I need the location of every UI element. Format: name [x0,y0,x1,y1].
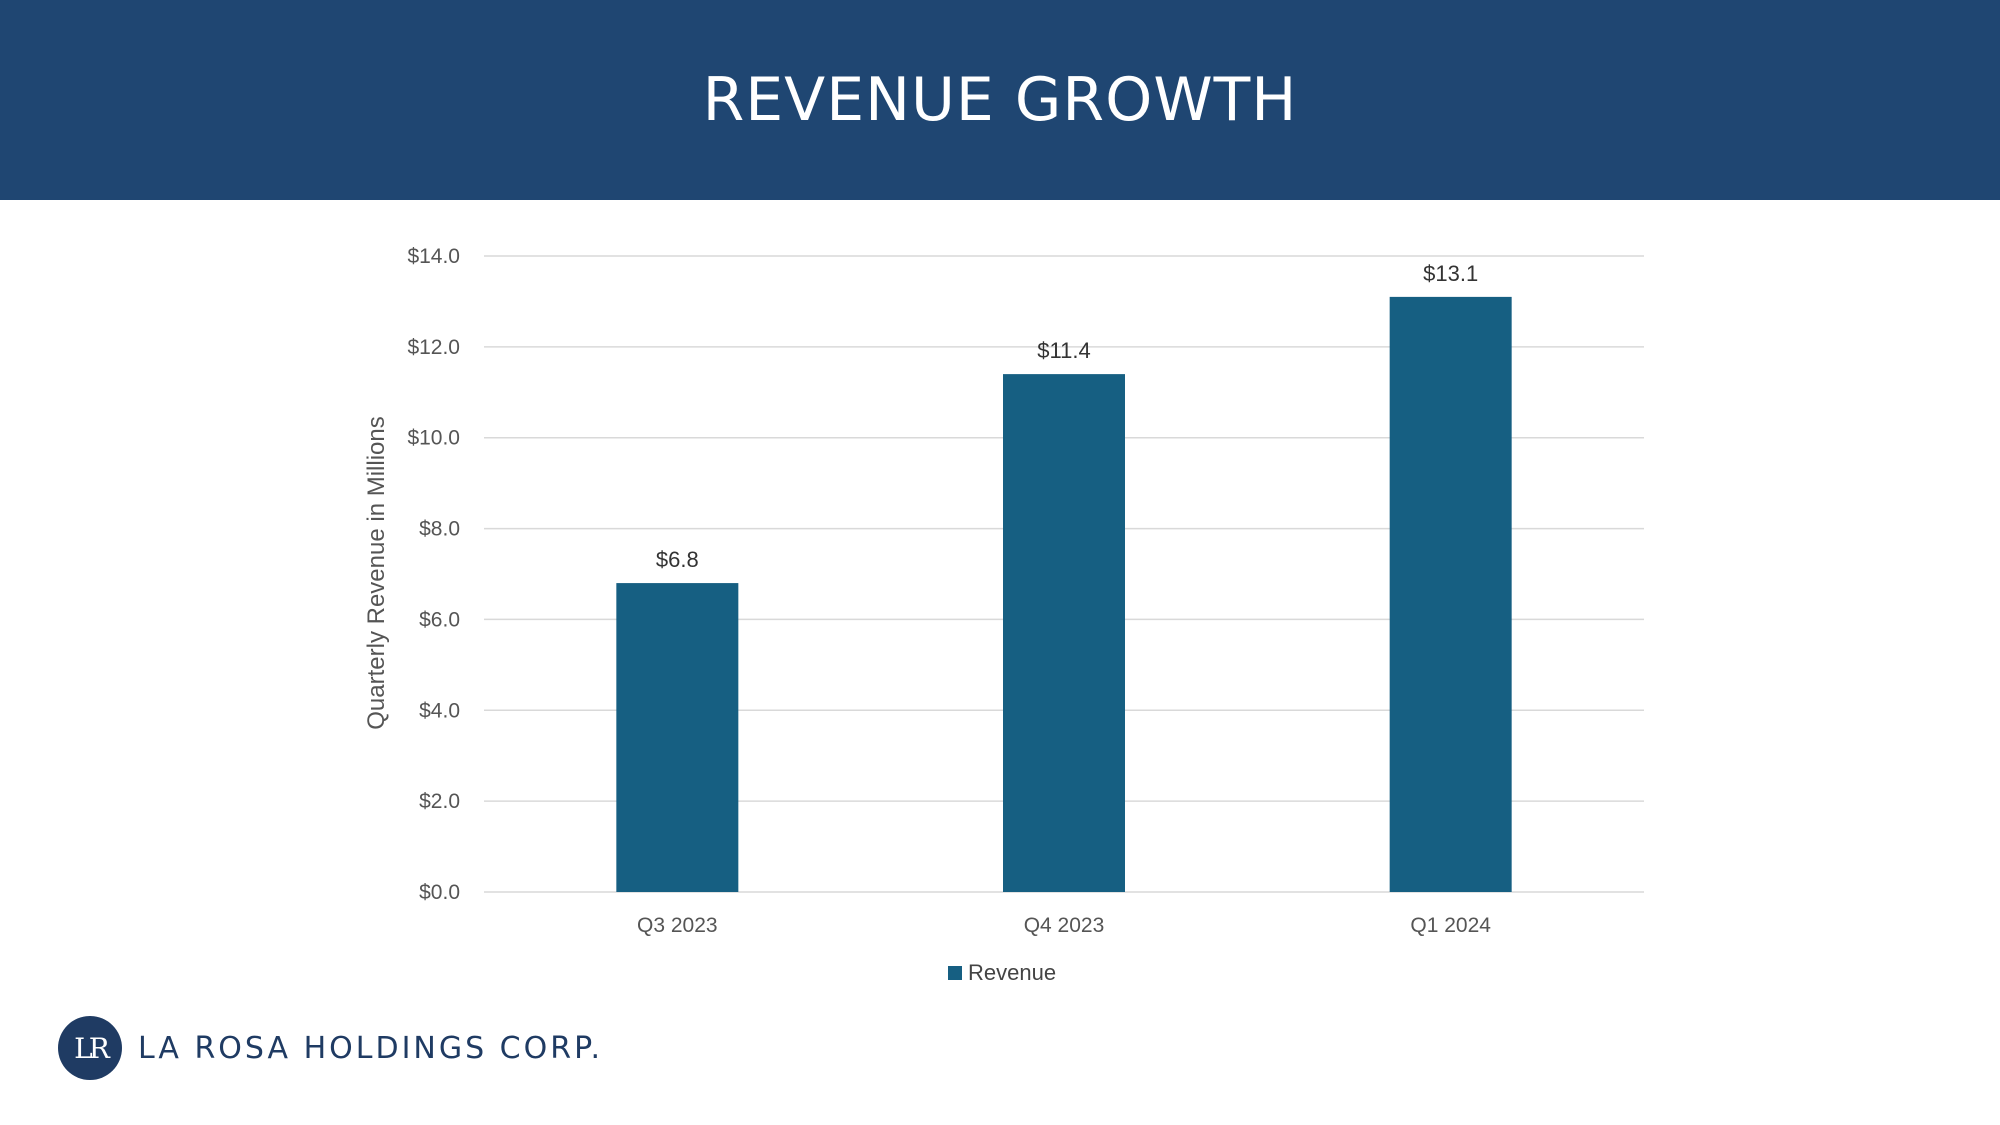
y-axis-ticks: $0.0 $2.0 $4.0 $6.0 $8.0 $10.0 $12.0 $14.0 [407,245,460,904]
x-tick-label: Q1 2024 [1410,914,1491,937]
company-logo: LR [58,1016,122,1080]
data-label: $11.4 [1037,338,1090,363]
x-axis-ticks: Q3 2023 Q4 2023 Q1 2024 [637,914,1491,937]
y-tick-label: $8.0 [419,518,460,541]
slide-title: REVENUE GROWTH [702,65,1298,135]
legend-label-revenue: Revenue [968,960,1056,985]
data-label: $13.1 [1423,261,1478,286]
legend: Revenue [948,960,1056,985]
title-bar: REVENUE GROWTH [0,0,2000,200]
y-tick-label: $4.0 [419,699,460,722]
data-label: $6.8 [656,547,699,572]
svg-text:LR: LR [74,1032,111,1065]
bar-q1-2024 [1389,296,1512,892]
bar-q4-2023 [1003,374,1125,893]
y-tick-label: $6.0 [419,608,460,631]
y-tick-label: $0.0 [419,881,460,904]
legend-swatch-revenue [948,966,962,980]
y-tick-label: $2.0 [419,790,460,813]
lr-monogram-icon: LR [74,1032,115,1065]
company-name: LA ROSA HOLDINGS CORP. [138,1030,604,1066]
company-branding: LR LA ROSA HOLDINGS CORP. [58,1015,603,1081]
y-tick-label: $12.0 [407,336,460,359]
y-axis-title: Quarterly Revenue in Millions [363,416,390,729]
bar-q3-2023 [616,583,739,892]
x-tick-label: Q4 2023 [1024,914,1105,937]
bars [616,296,1512,893]
revenue-bar-chart: $0.0 $2.0 $4.0 $6.0 $8.0 $10.0 $12.0 $14.0 $6.8… [363,245,1644,985]
y-tick-label: $10.0 [407,427,460,450]
y-tick-label: $14.0 [407,245,460,268]
data-labels: $6.8 $11.4 $13.1 [656,261,1478,572]
x-tick-label: Q3 2023 [637,914,718,937]
